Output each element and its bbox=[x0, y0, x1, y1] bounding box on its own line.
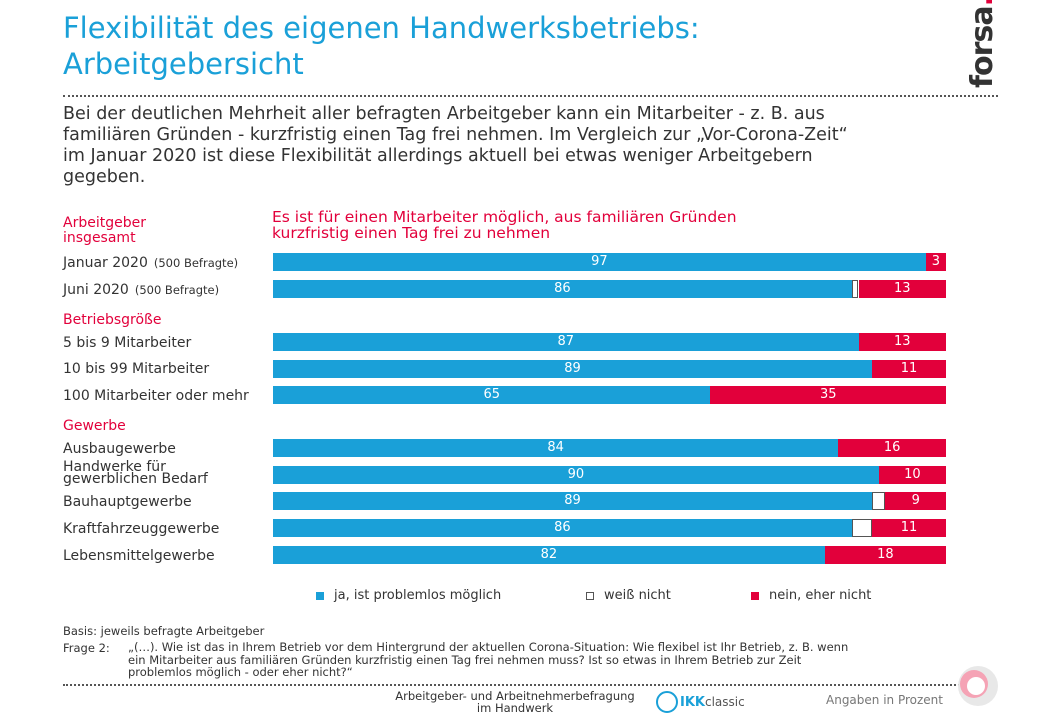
group-heading-arbeitgeber: Arbeitgeber insgesamt bbox=[63, 216, 146, 246]
row-label-5-9: 5 bis 9 Mitarbeiter bbox=[63, 335, 192, 351]
page-title-line2: Arbeitgebersicht bbox=[63, 47, 304, 81]
footer-divider bbox=[63, 684, 963, 686]
row-label-ausbaugewerbe: Ausbaugewerbe bbox=[63, 441, 176, 457]
bar-segment-nein: 3 bbox=[925, 253, 946, 271]
row-label-line: Handwerke für bbox=[63, 459, 166, 475]
bar-segment-nein: 13 bbox=[858, 333, 946, 351]
ikk-classic-logo: IKKclassic bbox=[656, 690, 745, 714]
bar-row: 97 3 bbox=[273, 253, 946, 271]
lead-line: Bei der deutlichen Mehrheit aller befrag… bbox=[63, 104, 825, 124]
row-label-handwerke: Handwerke für gewerblichen Bedarf bbox=[63, 459, 208, 487]
bar-segment-ja: 87 bbox=[273, 333, 859, 351]
row-label-100-plus: 100 Mitarbeiter oder mehr bbox=[63, 388, 249, 404]
legend-swatch-nein bbox=[751, 591, 759, 600]
decorative-circles-icon bbox=[958, 666, 998, 706]
chart-title: Es ist für einen Mitarbeiter möglich, au… bbox=[272, 209, 832, 241]
bar-row: 87 13 bbox=[273, 333, 946, 351]
unit-note: Angaben in Prozent bbox=[826, 693, 943, 707]
bar-segment-nein: 35 bbox=[710, 386, 946, 404]
page-title-line1: Flexibilität des eigenen Handwerksbetrie… bbox=[63, 11, 700, 45]
ikk-brand: IKK bbox=[680, 694, 705, 710]
legend-item-ja: ja, ist problemlos möglich bbox=[316, 588, 501, 603]
bar-row: 90 10 bbox=[273, 466, 946, 484]
legend-label-weiss-nicht: weiß nicht bbox=[604, 588, 671, 603]
lead-paragraph: Bei der deutlichen Mehrheit aller befrag… bbox=[63, 104, 943, 188]
lead-line: familiären Gründen - kurzfristig einen T… bbox=[63, 125, 848, 145]
frage-line: „(…). Wie ist das in Ihrem Betrieb vor d… bbox=[128, 640, 849, 654]
page-title: Flexibilität des eigenen Handwerksbetrie… bbox=[63, 10, 923, 82]
bar-row: 86 13 bbox=[273, 280, 946, 298]
footer-study-name: Arbeitgeber- und Arbeitnehmerbefragung i… bbox=[375, 690, 655, 714]
frage-line: ein Mitarbeiter aus familiären Gründen k… bbox=[128, 652, 802, 667]
ikk-suffix: classic bbox=[704, 694, 745, 709]
bar-row: 89 9 bbox=[273, 492, 946, 510]
bar-segment-weiss-nicht bbox=[851, 280, 859, 298]
legend-item-weiss-nicht: weiß nicht bbox=[586, 588, 671, 603]
group-heading-line: Gewerbe bbox=[63, 418, 126, 434]
group-heading-line: Arbeitgeber bbox=[63, 215, 146, 231]
row-label-kfz: Kraftfahrzeuggewerbe bbox=[63, 521, 220, 537]
bar-segment-nein: 13 bbox=[858, 280, 946, 298]
group-heading-line: insgesamt bbox=[63, 230, 136, 246]
bar-segment-nein: 10 bbox=[878, 466, 946, 484]
forsa-logo: forsa. bbox=[965, 0, 1005, 96]
bar-segment-nein: 11 bbox=[871, 360, 946, 378]
ikk-logo-icon bbox=[656, 691, 678, 713]
legend-swatch-ja bbox=[316, 591, 324, 600]
row-label-bauhaupt: Bauhauptgewerbe bbox=[63, 494, 192, 510]
row-label-note: (500 Befragte) bbox=[153, 256, 239, 270]
bar-segment-weiss-nicht bbox=[851, 519, 872, 537]
bar-segment-nein: 11 bbox=[871, 519, 946, 537]
frage-line: problemlos möglich - oder eher nicht?“ bbox=[128, 665, 353, 679]
forsa-logo-text: forsa bbox=[965, 6, 1000, 88]
bar-segment-nein: 16 bbox=[838, 439, 946, 457]
bar-segment-ja: 89 bbox=[273, 360, 872, 378]
chart-title-line2: kurzfristig einen Tag frei zu nehmen bbox=[272, 224, 551, 242]
bar-segment-nein: 9 bbox=[885, 492, 946, 510]
bar-segment-ja: 84 bbox=[273, 439, 839, 457]
row-label-text: Juni 2020 bbox=[63, 282, 129, 298]
forsa-logo-dot: . bbox=[965, 0, 1000, 7]
chart-title-line1: Es ist für einen Mitarbeiter möglich, au… bbox=[272, 208, 737, 226]
bar-row: 82 18 bbox=[273, 546, 946, 564]
bar-segment-ja: 97 bbox=[273, 253, 926, 271]
footer-study-line: im Handwerk bbox=[476, 701, 554, 715]
row-label-note: (500 Befragte) bbox=[134, 283, 220, 297]
row-label-januar-2020: Januar 2020 (500 Befragte) bbox=[63, 256, 238, 270]
row-label-text: Januar 2020 bbox=[63, 255, 148, 271]
row-label-juni-2020: Juni 2020 (500 Befragte) bbox=[63, 283, 219, 297]
bar-row: 84 16 bbox=[273, 439, 946, 457]
frage-label: Frage 2: bbox=[63, 641, 110, 655]
bar-segment-ja: 82 bbox=[273, 546, 825, 564]
legend-label-ja: ja, ist problemlos möglich bbox=[334, 588, 502, 603]
frage-text: „(…). Wie ist das in Ihrem Betrieb vor d… bbox=[128, 641, 918, 679]
bar-segment-ja: 65 bbox=[273, 386, 711, 404]
bar-segment-ja: 86 bbox=[273, 280, 852, 298]
bar-segment-ja: 90 bbox=[273, 466, 879, 484]
group-heading-line: Betriebsgröße bbox=[63, 312, 162, 328]
bar-row: 86 11 bbox=[273, 519, 946, 537]
legend-label-nein: nein, eher nicht bbox=[769, 588, 872, 603]
legend-item-nein: nein, eher nicht bbox=[751, 588, 871, 603]
bar-segment-nein: 18 bbox=[824, 546, 946, 564]
bar-row: 65 35 bbox=[273, 386, 946, 404]
row-label-10-99: 10 bis 99 Mitarbeiter bbox=[63, 361, 210, 377]
lead-line: gegeben. bbox=[63, 167, 146, 187]
footer-study-line: Arbeitgeber- und Arbeitnehmerbefragung bbox=[395, 689, 635, 703]
row-label-lebensmittel: Lebensmittelgewerbe bbox=[63, 548, 215, 564]
bar-segment-ja: 89 bbox=[273, 492, 872, 510]
bar-segment-ja: 86 bbox=[273, 519, 852, 537]
header-divider bbox=[63, 95, 998, 97]
legend-swatch-weiss-nicht bbox=[586, 591, 594, 600]
group-heading-gewerbe: Gewerbe bbox=[63, 419, 126, 434]
lead-line: im Januar 2020 ist diese Flexibilität al… bbox=[63, 146, 813, 166]
basis-note: Basis: jeweils befragte Arbeitgeber bbox=[63, 624, 265, 638]
bar-row: 89 11 bbox=[273, 360, 946, 378]
row-label-line: gewerblichen Bedarf bbox=[63, 471, 208, 487]
group-heading-betriebsgroesse: Betriebsgröße bbox=[63, 313, 161, 328]
bar-segment-weiss-nicht bbox=[871, 492, 886, 510]
